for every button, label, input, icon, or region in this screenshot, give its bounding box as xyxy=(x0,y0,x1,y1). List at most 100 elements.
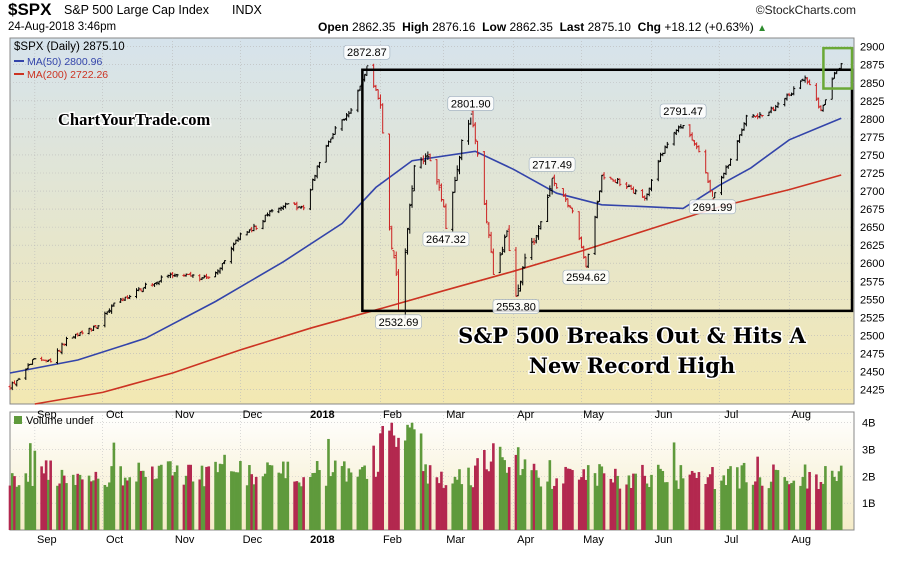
volume-bar xyxy=(729,466,732,530)
volume-bar xyxy=(681,478,685,530)
volume-bar xyxy=(293,481,296,530)
volume-bar xyxy=(333,460,337,530)
volume-bar xyxy=(94,471,98,530)
volume-bar xyxy=(331,472,335,530)
price-tick-label: 2775 xyxy=(860,132,884,144)
annotation-label: 2553.80 xyxy=(496,302,536,314)
annotation-label-bg xyxy=(422,231,470,247)
volume-bar xyxy=(833,476,836,530)
volume-bar xyxy=(74,484,77,530)
low-value: 2862.35 xyxy=(509,20,553,34)
volume-bar xyxy=(553,485,556,530)
volume-bar xyxy=(726,468,730,530)
volume-bar xyxy=(663,482,667,530)
volume-bar xyxy=(17,485,21,530)
volume-bar xyxy=(166,461,170,530)
volume-bar xyxy=(722,475,726,530)
chg-value: +18.12 (+0.63%) xyxy=(664,20,754,34)
volume-bar xyxy=(313,472,317,530)
volume-bar xyxy=(785,480,789,530)
volume-bar xyxy=(379,433,382,530)
volume-bar xyxy=(33,450,37,530)
volume-bar xyxy=(49,460,52,530)
exchange: INDX xyxy=(232,3,262,17)
month-tick-label: May xyxy=(583,534,604,546)
volume-bar xyxy=(483,450,486,530)
volume-bar xyxy=(254,476,258,530)
volume-bar xyxy=(105,486,109,530)
volume-bar xyxy=(738,488,741,530)
volume-bar xyxy=(340,466,344,530)
volume-bar xyxy=(374,476,378,530)
price-tick-label: 2700 xyxy=(860,186,884,198)
volume-bar xyxy=(774,469,778,530)
legend-ma50: MA(50) 2800.96 xyxy=(27,56,102,68)
volume-bar xyxy=(182,484,186,530)
volume-bar xyxy=(643,475,647,530)
volume-bar xyxy=(169,461,172,530)
volume-bar xyxy=(426,483,430,530)
volume-bar xyxy=(837,471,841,530)
volume-bar xyxy=(358,469,362,530)
price-tick-label: 2600 xyxy=(860,258,884,270)
volume-bar xyxy=(428,465,432,530)
volume-bar xyxy=(566,468,570,530)
annotation-label: 2532.69 xyxy=(379,317,419,329)
month-tick-label: May xyxy=(583,409,604,421)
volume-bar xyxy=(80,479,84,530)
volume-bar xyxy=(693,472,696,530)
annotation-label-bg xyxy=(562,269,610,285)
volume-bar xyxy=(311,473,314,530)
volume-bar xyxy=(144,476,147,530)
volume-bar xyxy=(530,470,534,530)
volume-bar xyxy=(345,481,348,530)
quote-line: Open 2862.35 High 2876.16 Low 2862.35 La… xyxy=(318,20,767,34)
volume-bar xyxy=(347,468,351,530)
volume-bar xyxy=(234,472,238,530)
volume-bar xyxy=(58,483,61,530)
volume-bar xyxy=(342,461,346,530)
legend-ma200: MA(200) 2722.26 xyxy=(27,69,108,81)
volume-bar xyxy=(96,478,100,530)
volume-bar xyxy=(489,461,493,530)
volume-bar xyxy=(821,483,825,530)
month-tick-label: Mar xyxy=(446,534,465,546)
volume-bar xyxy=(641,464,644,530)
volume-bar xyxy=(611,482,615,530)
annotation-label: 2717.49 xyxy=(532,159,572,171)
annotation-label-bg xyxy=(689,199,736,215)
volume-legend-swatch xyxy=(14,416,22,424)
volume-bar xyxy=(602,473,606,530)
volume-bar xyxy=(408,427,412,530)
volume-bar xyxy=(776,470,780,530)
volume-bar xyxy=(232,471,235,530)
month-tick-label: Dec xyxy=(243,534,263,546)
volume-bar xyxy=(56,485,59,530)
volume-bar xyxy=(329,476,333,530)
high-value: 2876.16 xyxy=(432,20,476,34)
month-tick-label: 2018 xyxy=(310,534,334,546)
volume-bar xyxy=(688,474,692,530)
volume-bar xyxy=(151,466,154,530)
volume-bar xyxy=(327,438,330,530)
annotation-label-bg xyxy=(492,299,540,314)
volume-bar xyxy=(279,473,283,530)
volume-bar xyxy=(300,486,303,530)
volume-bar xyxy=(634,473,637,530)
grid xyxy=(10,38,854,530)
volume-tick-label: 1B xyxy=(862,498,875,510)
volume-bar xyxy=(665,482,669,530)
volume-bar xyxy=(632,473,635,530)
volume-bar xyxy=(458,469,461,530)
price-tick-label: 2475 xyxy=(860,348,884,360)
volume-bar xyxy=(815,474,818,530)
volume-tick-label: 4B xyxy=(862,418,875,430)
volume-bar xyxy=(720,480,723,530)
volume-bar xyxy=(286,461,290,530)
volume-bar xyxy=(595,485,599,530)
legend-price: $SPX (Daily) 2875.10 xyxy=(14,41,125,53)
volume-bar xyxy=(485,469,488,530)
volume-bar xyxy=(440,471,443,530)
volume-bar xyxy=(598,464,601,530)
volume-bar xyxy=(175,465,179,530)
